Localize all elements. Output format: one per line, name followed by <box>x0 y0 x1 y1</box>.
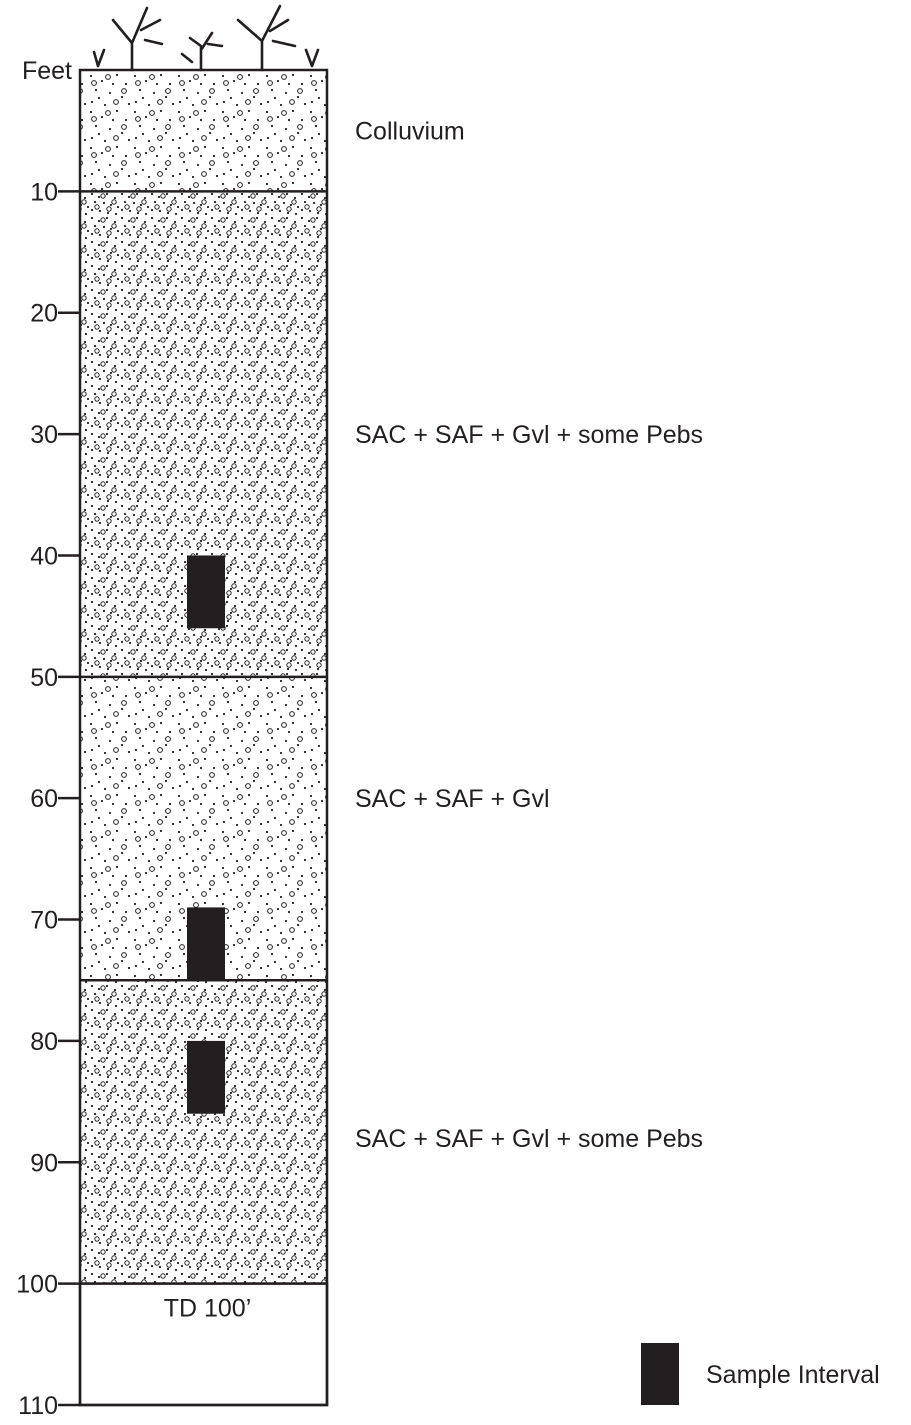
vegetation-symbol <box>92 4 320 72</box>
legend: Sample Interval <box>641 1343 880 1405</box>
depth-tick-label: 20 <box>30 300 58 328</box>
layer-label: SAC + SAF + Gvl + some Pebs <box>355 1125 703 1153</box>
layer-fill <box>80 70 327 192</box>
depth-units-label: Feet <box>22 57 72 85</box>
layer-label: Colluvium <box>355 118 465 146</box>
sample-interval-3 <box>187 1040 225 1114</box>
depth-tick-label: 70 <box>30 907 58 935</box>
legend-sample-label: Sample Interval <box>706 1361 880 1389</box>
layer-3: SAC + SAF + Gvl <box>80 676 550 982</box>
layer-1: Colluvium <box>80 70 465 193</box>
layer-4: SAC + SAF + Gvl + some Pebs <box>80 980 703 1285</box>
legend-sample-swatch <box>641 1343 679 1405</box>
depth-tick-label: 40 <box>30 542 58 570</box>
depth-tick-label: 50 <box>30 664 58 692</box>
sample-interval-1 <box>187 555 225 629</box>
sample-interval-2 <box>187 907 225 981</box>
layer-fill <box>80 980 327 1284</box>
layer-label: SAC + SAF + Gvl + some Pebs <box>355 421 703 449</box>
log-column-outline <box>78 68 329 1407</box>
layer-2: SAC + SAF + Gvl + some Pebs <box>80 191 703 679</box>
layer-label: SAC + SAF + Gvl <box>355 785 550 813</box>
depth-tick-label: 110 <box>18 1392 58 1420</box>
total-depth-label: TD 100’ <box>164 1295 252 1323</box>
depth-tick-label: 10 <box>30 178 58 206</box>
depth-tick-label: 90 <box>30 1149 58 1177</box>
depth-tick-label: 30 <box>30 421 58 449</box>
depth-tick-label: 80 <box>30 1028 58 1056</box>
depth-tick-label: 60 <box>30 785 58 813</box>
depth-tick-label: 100 <box>16 1271 58 1299</box>
